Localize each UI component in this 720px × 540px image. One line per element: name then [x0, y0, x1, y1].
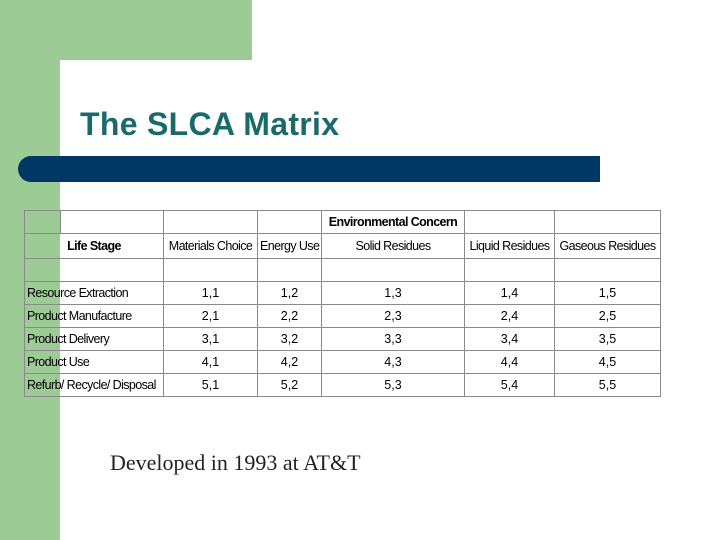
- table-corner-cell: [60, 210, 164, 234]
- life-stage-header: Life Stage: [24, 233, 164, 259]
- table-row: Refurb/ Recycle/ Disposal 5,1 5,2 5,3 5,…: [24, 373, 661, 397]
- table-empty-cell: [257, 258, 322, 282]
- matrix-cell: 5,4: [464, 373, 555, 397]
- background-rounded-corner: [60, 60, 140, 140]
- matrix-cell: 4,1: [163, 350, 258, 374]
- matrix-cell: 2,5: [554, 304, 661, 328]
- column-header: Energy Use: [257, 233, 322, 259]
- matrix-cell: 4,2: [257, 350, 322, 374]
- table-row: Product Use 4,1 4,2 4,3 4,4 4,5: [24, 350, 661, 374]
- slide-footer-note: Developed in 1993 at AT&T: [110, 450, 361, 475]
- matrix-cell: 5,2: [257, 373, 322, 397]
- column-header: Gaseous Residues: [554, 233, 661, 259]
- matrix-cell: 3,3: [321, 327, 465, 351]
- matrix-cell: 1,2: [257, 281, 322, 305]
- table-blank-row: [24, 258, 661, 282]
- table-empty-cell: [257, 210, 322, 234]
- table-empty-cell: [163, 210, 258, 234]
- matrix-cell: 3,1: [163, 327, 258, 351]
- table-empty-cell: [464, 258, 555, 282]
- table-top-row: Environmental Concern: [24, 210, 661, 234]
- matrix-cell: 5,5: [554, 373, 661, 397]
- matrix-cell: 4,4: [464, 350, 555, 374]
- matrix-cell: 1,4: [464, 281, 555, 305]
- life-stage-label: Refurb/ Recycle/ Disposal: [24, 373, 164, 397]
- matrix-cell: 5,1: [163, 373, 258, 397]
- matrix-cell: 2,1: [163, 304, 258, 328]
- matrix-cell: 4,3: [321, 350, 465, 374]
- life-stage-label: Resource Extraction: [24, 281, 164, 305]
- matrix-cell: 5,3: [321, 373, 465, 397]
- table-empty-cell: [464, 210, 555, 234]
- slide-title: The SLCA Matrix: [80, 106, 340, 142]
- table-row: Product Delivery 3,1 3,2 3,3 3,4 3,5: [24, 327, 661, 351]
- matrix-cell: 3,5: [554, 327, 661, 351]
- matrix-cell: 1,5: [554, 281, 661, 305]
- matrix-cell: 1,3: [321, 281, 465, 305]
- table-header-row: Life Stage Materials Choice Energy Use S…: [24, 233, 661, 259]
- life-stage-label: Product Delivery: [24, 327, 164, 351]
- column-header: Materials Choice: [163, 233, 258, 259]
- table-row: Resource Extraction 1,1 1,2 1,3 1,4 1,5: [24, 281, 661, 305]
- title-underline-bar: [18, 156, 600, 182]
- column-header: Liquid Residues: [464, 233, 555, 259]
- matrix-cell: 4,5: [554, 350, 661, 374]
- matrix-cell: 2,2: [257, 304, 322, 328]
- environmental-concern-header: Environmental Concern: [321, 210, 465, 234]
- matrix-cell: 3,4: [464, 327, 555, 351]
- table-empty-cell: [24, 258, 164, 282]
- column-header: Solid Residues: [321, 233, 465, 259]
- slca-matrix-table: Environmental Concern Life Stage Materia…: [24, 210, 661, 397]
- table-corner-cell: [24, 210, 61, 234]
- life-stage-label: Product Use: [24, 350, 164, 374]
- table-empty-cell: [321, 258, 465, 282]
- table-empty-cell: [554, 258, 661, 282]
- background-green-top: [0, 0, 252, 60]
- matrix-cell: 2,4: [464, 304, 555, 328]
- matrix-cell: 1,1: [163, 281, 258, 305]
- table-empty-cell: [554, 210, 661, 234]
- matrix-cell: 2,3: [321, 304, 465, 328]
- matrix-cell: 3,2: [257, 327, 322, 351]
- table-row: Product Manufacture 2,1 2,2 2,3 2,4 2,5: [24, 304, 661, 328]
- table-empty-cell: [163, 258, 258, 282]
- life-stage-label: Product Manufacture: [24, 304, 164, 328]
